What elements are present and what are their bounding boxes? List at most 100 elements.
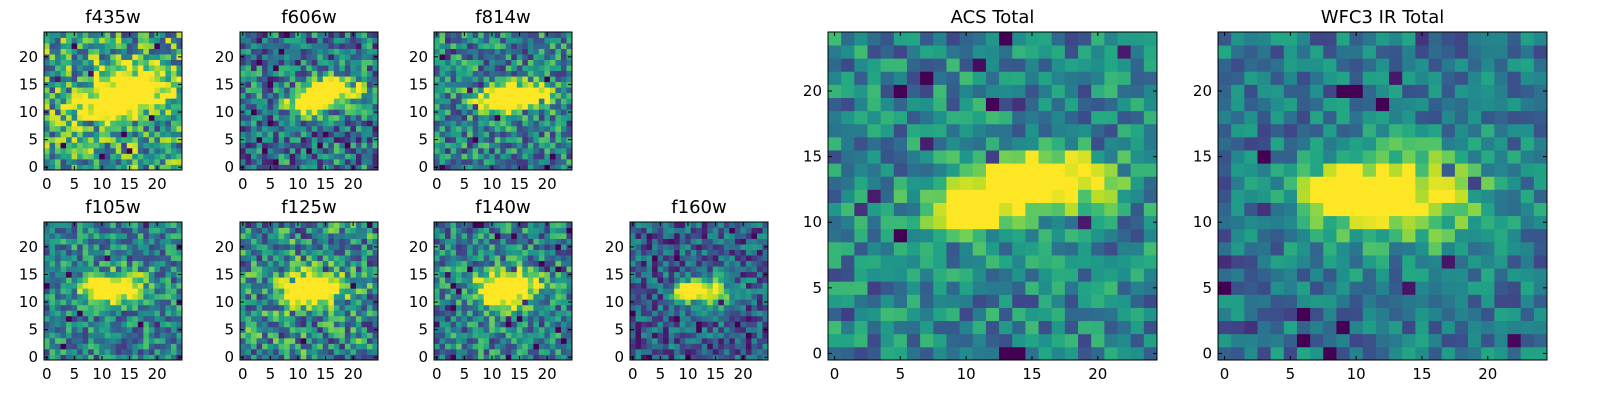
heatmap-cell <box>159 158 166 165</box>
heatmap-cell <box>999 333 1013 348</box>
heatmap-cell <box>154 114 161 121</box>
heatmap-cell <box>450 277 457 284</box>
heatmap-cell <box>500 54 507 60</box>
heatmap-cell <box>745 266 752 273</box>
heatmap-cell <box>538 271 545 278</box>
heatmap-cell <box>696 304 703 311</box>
heatmap-cell <box>522 87 529 94</box>
heatmap-cell <box>657 255 664 262</box>
heatmap-cell <box>121 153 128 160</box>
heatmap-cell <box>450 348 457 355</box>
heatmap-cell <box>494 76 501 83</box>
heatmap-cell <box>267 326 274 333</box>
heatmap-cell <box>44 260 50 267</box>
heatmap-cell <box>1117 215 1132 230</box>
heatmap-cell <box>82 65 89 72</box>
heatmap-cell <box>555 109 562 116</box>
heatmap-cell <box>445 158 451 165</box>
y-tick-label: 10 <box>409 103 428 121</box>
heatmap-cell <box>317 233 324 239</box>
heatmap-cell <box>170 271 177 278</box>
heatmap-cell <box>533 147 540 154</box>
heatmap-cell <box>300 260 307 267</box>
heatmap-cell <box>893 241 908 256</box>
heatmap-cell <box>685 348 692 355</box>
heatmap-cell <box>439 92 446 99</box>
heatmap-cell <box>44 153 50 160</box>
heatmap-cell <box>445 120 451 127</box>
heatmap-cell <box>44 310 50 317</box>
heatmap-cell <box>317 43 324 49</box>
heatmap-cell <box>478 142 485 149</box>
heatmap-cell <box>999 268 1013 282</box>
heatmap-cell <box>1012 294 1026 308</box>
heatmap-cell <box>560 59 567 66</box>
heatmap-cell <box>328 125 335 132</box>
heatmap-cell <box>71 59 78 66</box>
heatmap-cell <box>300 109 307 116</box>
heatmap-cell <box>137 277 144 284</box>
heatmap-cell <box>663 326 670 333</box>
heatmap-cell <box>456 114 462 121</box>
heatmap-cell <box>66 233 72 239</box>
heatmap-cell <box>93 293 100 300</box>
heatmap-cell <box>60 337 67 344</box>
heatmap-cell <box>322 266 329 273</box>
heatmap-cell <box>137 299 144 306</box>
heatmap-cell <box>751 337 758 344</box>
heatmap-cell <box>137 348 144 355</box>
heatmap-cell <box>999 189 1013 203</box>
heatmap-cell <box>284 299 291 306</box>
heatmap-cell <box>538 233 545 239</box>
heatmap-cell <box>273 114 280 121</box>
heatmap-cell <box>522 348 529 355</box>
heatmap-cell <box>311 59 318 66</box>
heatmap-cell <box>1130 255 1145 269</box>
heatmap-cell <box>154 227 161 234</box>
heatmap-cell <box>159 348 166 355</box>
heatmap-cell <box>366 238 373 245</box>
panel-title: f606w <box>281 7 336 28</box>
heatmap-cell <box>317 131 324 138</box>
heatmap-cell <box>701 266 708 273</box>
heatmap-cell <box>734 255 741 262</box>
heatmap-cell <box>478 153 485 160</box>
heatmap-cell <box>115 255 122 262</box>
heatmap-cell <box>262 332 268 339</box>
heatmap-cell <box>240 249 246 256</box>
heatmap-cell <box>121 37 128 44</box>
heatmap-cell <box>516 153 523 160</box>
heatmap-cell <box>472 304 479 311</box>
heatmap-cell <box>366 142 373 149</box>
heatmap-cell <box>159 43 166 49</box>
heatmap-cell <box>344 288 351 295</box>
heatmap-cell <box>317 32 324 38</box>
heatmap-cell <box>170 92 177 99</box>
heatmap-cell <box>679 282 686 289</box>
heatmap-cell <box>170 326 177 333</box>
heatmap-cell <box>439 147 446 154</box>
heatmap-cell <box>434 147 440 154</box>
heatmap-cell <box>240 238 246 245</box>
heatmap-cell <box>740 266 747 273</box>
heatmap-cell <box>350 227 357 234</box>
heatmap-cell <box>729 304 736 311</box>
heatmap-cell <box>920 202 934 217</box>
heatmap-cell <box>240 87 246 94</box>
heatmap-cell <box>159 98 166 105</box>
heatmap-cell <box>674 227 681 234</box>
heatmap-cell <box>729 321 736 328</box>
heatmap-cell <box>159 227 166 234</box>
heatmap-cell <box>289 321 296 328</box>
heatmap-cell <box>55 131 61 138</box>
heatmap-cell <box>906 294 921 308</box>
heatmap-cell <box>646 293 653 300</box>
heatmap-cell <box>372 87 379 94</box>
heatmap-cell <box>679 249 686 256</box>
heatmap-cell <box>93 65 100 72</box>
heatmap-cell <box>555 164 562 171</box>
heatmap-cell <box>1104 333 1118 348</box>
heatmap-cell <box>350 87 357 94</box>
heatmap-cell <box>522 354 529 361</box>
